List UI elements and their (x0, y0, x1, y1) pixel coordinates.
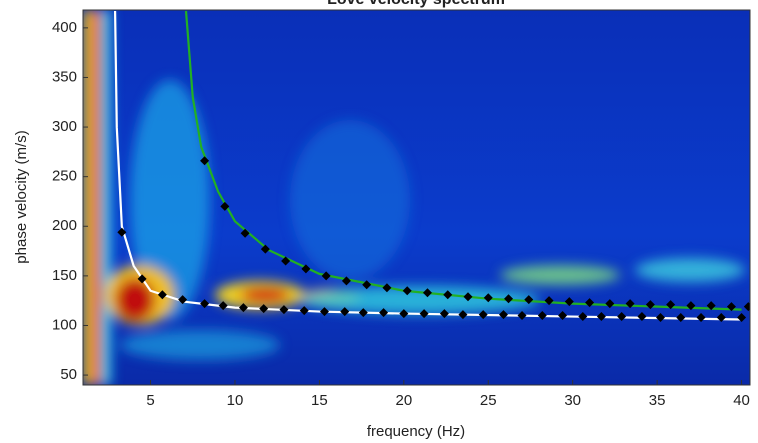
picked-point (321, 271, 331, 281)
picked-point (596, 312, 606, 322)
picked-point (645, 300, 655, 310)
picked-point (737, 313, 747, 323)
picked-point (463, 292, 473, 302)
picked-point (358, 308, 368, 318)
picked-point (379, 308, 389, 318)
picked-point (137, 274, 147, 284)
picked-point (666, 300, 676, 310)
y-tick-label: 100 (52, 316, 77, 333)
picked-point (340, 307, 350, 317)
picked-point (478, 310, 488, 320)
x-tick-label: 5 (146, 392, 154, 409)
x-tick-label: 40 (733, 392, 750, 409)
picked-point (218, 301, 228, 311)
y-axis-label: phase velocity (m/s) (13, 130, 30, 263)
picked-point (260, 244, 270, 254)
picked-point (178, 295, 188, 305)
picked-point (220, 201, 230, 211)
picked-point (637, 312, 647, 322)
y-tick-label: 300 (52, 118, 77, 135)
picked-point (686, 301, 696, 311)
picked-point (524, 295, 534, 305)
y-tick-label: 350 (52, 68, 77, 85)
picked-point (279, 305, 289, 315)
picked-point (382, 283, 392, 293)
picked-point (706, 301, 716, 311)
picked-point (238, 303, 248, 313)
picked-point (517, 311, 527, 321)
picked-point (402, 286, 412, 296)
x-tick-label: 25 (480, 392, 497, 409)
picked-point (564, 297, 574, 307)
picked-point (362, 280, 372, 290)
picked-point (439, 309, 449, 319)
picked-point (617, 312, 627, 322)
picked-point (443, 290, 453, 300)
picked-point (483, 293, 493, 303)
picked-point (504, 294, 514, 304)
spectrum-image (83, 10, 750, 385)
picked-point (743, 302, 750, 312)
y-tick-label: 200 (52, 217, 77, 234)
picked-point (281, 256, 291, 266)
plot-frame (82, 9, 751, 386)
picked-point (537, 311, 547, 321)
picked-point (341, 276, 351, 286)
picked-point (399, 309, 409, 319)
x-tick-label: 30 (564, 392, 581, 409)
picked-point (656, 313, 666, 323)
picked-point (319, 307, 329, 317)
picked-point (200, 299, 210, 309)
y-tick-label: 250 (52, 168, 77, 185)
picked-point (259, 304, 269, 314)
picked-point (716, 313, 726, 323)
picked-point (605, 299, 615, 309)
picked-point (458, 310, 468, 320)
x-axis-label: frequency (Hz) (367, 423, 465, 440)
chart-title: Love velocity spectrum (327, 0, 505, 8)
picked-point (301, 264, 311, 274)
y-tick-label: 50 (60, 366, 77, 383)
picked-point (240, 228, 250, 238)
picked-point (419, 309, 429, 319)
picked-point (726, 302, 736, 312)
x-tick-label: 15 (311, 392, 328, 409)
x-tick-label: 20 (395, 392, 412, 409)
picked-point (558, 311, 568, 321)
picked-point (117, 227, 127, 237)
x-tick-label: 35 (649, 392, 666, 409)
picked-point (200, 156, 210, 166)
picked-point (157, 290, 167, 300)
y-tick-label: 150 (52, 267, 77, 284)
picked-point (676, 313, 686, 323)
picked-point (585, 298, 595, 308)
picked-point (422, 288, 432, 298)
y-tick-label: 400 (52, 19, 77, 36)
picked-point (498, 310, 508, 320)
picked-point (544, 296, 554, 306)
picked-point (299, 306, 309, 316)
marks (113, 10, 750, 323)
picked-point (696, 313, 706, 323)
picked-point (625, 299, 635, 309)
picked-point (578, 312, 588, 322)
x-tick-label: 10 (227, 392, 244, 409)
